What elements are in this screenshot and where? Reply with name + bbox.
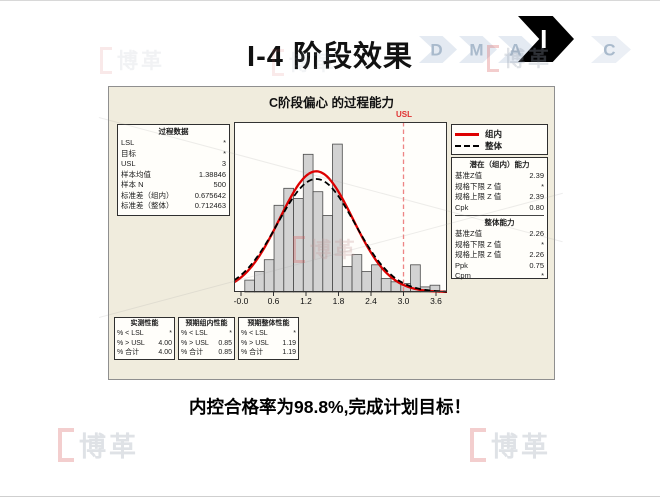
histogram-svg: [233, 122, 447, 296]
stat-row: Cpk 0.80: [455, 202, 544, 212]
stat-row: 标准差（组内） 0.675642: [121, 190, 226, 200]
histogram-bar: [283, 187, 294, 293]
x-tick-label: 1.8: [332, 296, 345, 306]
overall-capability-section: 整体能力 基准Z值 2.26 规格下限 Z 值 * 规格上限 Z 值 2.26 Ppk 0.7…: [455, 215, 544, 282]
x-tick-label: 3.6: [430, 296, 442, 306]
legend-box: 组内 整体: [451, 124, 548, 155]
dmaic-step-C: [591, 36, 631, 63]
histogram-bar: [244, 279, 255, 293]
fit-curve-within: [233, 170, 447, 293]
x-tick-label: -0.0: [233, 296, 249, 306]
histogram-bar: [254, 271, 265, 293]
dmaic-step-M: [459, 36, 497, 63]
capability-chart-panel: C阶段偏心 的过程能力 过程数据 LSL * 目标 * USL 3 样本均值 1.38846 样…: [98, 86, 563, 380]
usl-label: USL: [396, 110, 412, 119]
legend-item-overall: 整体: [455, 140, 544, 152]
expected-overall-performance-box: 预期整体性能 % < LSL *% > USL 1.19% 合计 1.19: [238, 317, 299, 360]
watermark: 博革: [58, 425, 139, 464]
x-tick-label: 3.0: [397, 296, 410, 306]
histogram-bar: [361, 271, 372, 293]
histogram-bar: [322, 215, 333, 293]
stat-row: 目标 *: [121, 148, 226, 158]
stat-row: 样本均值 1.38846: [121, 169, 226, 179]
histogram-bar: [332, 143, 343, 293]
histogram-bar: [312, 191, 324, 293]
overall-line-icon: [455, 145, 479, 147]
stat-row: % > USL 4.00: [117, 339, 172, 347]
watermark: 博革: [470, 425, 551, 464]
stat-row: USL 3: [121, 159, 226, 168]
stat-row: % > USL 1.19: [241, 339, 296, 347]
stat-row: Ppk 0.75: [455, 260, 544, 270]
chart-title: C阶段偏心 的过程能力: [268, 96, 394, 110]
histogram-bar: [293, 198, 304, 293]
capability-stats-box: 潜在（组内）能力 基准Z值 2.39 规格下限 Z 值 * 规格上限 Z 值 2.39 Cp…: [451, 157, 548, 282]
process-data-box: 过程数据 LSL * 目标 * USL 3 样本均值 1.38846 样本 N 500 标准差（组内…: [117, 124, 230, 216]
stat-row: 标准差（整体） 0.712463: [121, 201, 226, 210]
stat-row: LSL *: [121, 138, 226, 147]
stat-row: % 合计 0.85: [181, 349, 232, 356]
dmaic-letter-I: I: [540, 24, 547, 54]
conclusion-caption: 内控合格率为98.8%,完成计划目标！: [189, 397, 471, 417]
histogram-bar: [263, 259, 275, 293]
stat-row: Cpm *: [455, 271, 544, 280]
within-line-icon: [455, 132, 479, 136]
stat-row: 基准Z值 2.26: [455, 229, 544, 238]
histogram-bar: [341, 266, 353, 293]
histogram-plot: [233, 122, 447, 298]
stat-row: % < LSL *: [117, 330, 172, 337]
histogram-bar: [380, 277, 392, 293]
stat-row: 规格下限 Z 值 *: [455, 239, 544, 249]
stat-row: 样本 N 500: [121, 180, 226, 189]
dmaic-step-I: [518, 16, 574, 62]
legend-item-within: 组内: [455, 128, 544, 140]
stat-row: 规格上限 Z 值 2.26: [455, 250, 544, 259]
dmaic-letter-D: D: [430, 41, 442, 60]
brand-logo-icon: [58, 427, 74, 462]
dmaic-letter-A: A: [509, 41, 521, 60]
x-tick-label: 1.2: [300, 296, 312, 306]
within-capability-section: 潜在（组内）能力 基准Z值 2.39 规格下限 Z 值 * 规格上限 Z 值 2.39 Cp…: [455, 160, 544, 212]
stat-row: 规格下限 Z 值 *: [455, 181, 544, 191]
x-axis-tick-labels: -0.0 0.6 1.2 1.8 2.4 3.0 3.6: [234, 296, 447, 308]
stat-row: 规格上限 Z 值 2.39: [455, 192, 544, 201]
dmaic-letter-M: M: [469, 41, 483, 60]
x-tick-label: 2.4: [365, 296, 377, 306]
x-tick-label: 0.6: [267, 296, 280, 306]
stat-row: % 合计 1.19: [241, 349, 296, 356]
observed-performance-box: 实测性能 % < LSL *% > USL 4.00% 合计 4.00: [114, 317, 175, 360]
fit-curve-overall: [233, 178, 447, 293]
brand-logo-icon: [470, 427, 486, 462]
dmaic-step-D: [419, 36, 457, 63]
page-title: I-4 阶段效果: [247, 41, 413, 74]
stat-row: % > USL 0.85: [181, 339, 232, 347]
process-data-rows: LSL * 目标 * USL 3 样本均值 1.38846 样本 N 500 标准差（组内） 0.67…: [121, 138, 226, 212]
stat-row: 基准Z值 2.39: [455, 171, 544, 180]
dmaic-letter-C: C: [603, 41, 615, 60]
histogram-bar: [371, 264, 382, 293]
stat-row: % < LSL *: [181, 330, 232, 337]
stat-row: % < LSL *: [241, 330, 296, 337]
expected-within-performance-box: 预期组内性能 % < LSL *% > USL 0.85% 合计 0.85: [178, 317, 235, 360]
histogram-bar: [351, 254, 363, 293]
process-data-title: 过程数据: [158, 127, 189, 136]
stat-row: % 合计 4.00: [117, 349, 172, 356]
